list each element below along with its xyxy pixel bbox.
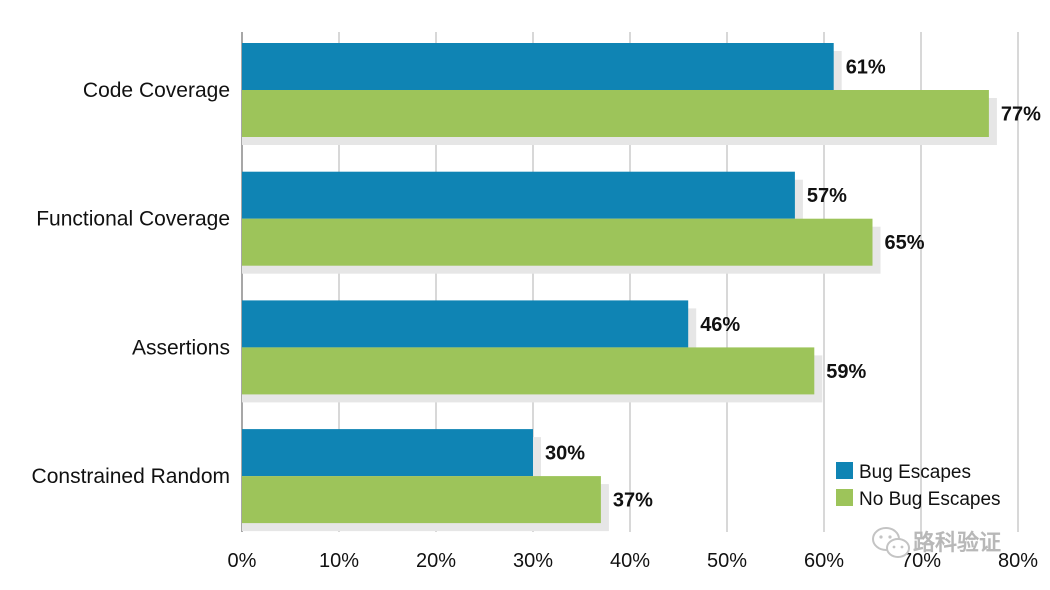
x-tick-label-80: 80% <box>998 550 1038 572</box>
bar-functional-coverage-bug-escapes <box>242 171 795 219</box>
x-tick-label-10: 10% <box>319 550 359 572</box>
wechat-icon <box>872 527 910 558</box>
watermark-text: 路科验证 <box>913 530 1001 555</box>
category-labels: Code Coverage Functional Coverage Assertio… <box>32 79 230 488</box>
x-tick-label-20: 20% <box>416 550 456 572</box>
category-label-constrained-random: Constrained Random <box>32 465 230 488</box>
x-tick-label-70: 70% <box>901 550 941 572</box>
legend: Bug Escapes No Bug Escapes <box>836 462 1001 510</box>
x-tick-label-60: 60% <box>804 550 844 572</box>
watermark: 路科验证 <box>872 527 1001 558</box>
x-tick-label-40: 40% <box>610 550 650 572</box>
data-label-code-coverage-bug-escapes: 61% <box>846 57 886 79</box>
category-label-functional-coverage: Functional Coverage <box>36 208 230 231</box>
bar-functional-coverage-no-bug-escapes <box>242 218 873 266</box>
data-label-constrained-random-bug-escapes: 30% <box>545 443 585 465</box>
bar-assertions-no-bug-escapes <box>242 347 815 395</box>
x-tick-labels: 0% 10% 20% 30% 40% 50% 60% 70% 80% <box>228 550 1039 572</box>
x-tick-label-50: 50% <box>707 550 747 572</box>
data-label-functional-coverage-no-bug-escapes: 65% <box>885 232 925 254</box>
data-label-code-coverage-no-bug-escapes: 77% <box>1001 104 1041 126</box>
category-label-code-coverage: Code Coverage <box>83 79 230 102</box>
bar-code-coverage-no-bug-escapes <box>242 90 989 137</box>
x-tick-label-0: 0% <box>228 550 257 572</box>
data-label-assertions-no-bug-escapes: 59% <box>826 361 866 383</box>
bar-constrained-random-no-bug-escapes <box>242 476 601 524</box>
data-label-assertions-bug-escapes: 46% <box>700 314 740 336</box>
legend-label-bug-escapes: Bug Escapes <box>859 462 971 483</box>
data-labels: 61% 77% 57% 65% 46% 59% 30% 37% <box>545 57 1041 512</box>
bar-code-coverage-bug-escapes <box>242 43 834 90</box>
legend-swatch-no-bug-escapes <box>836 489 853 506</box>
legend-label-no-bug-escapes: No Bug Escapes <box>859 489 1001 510</box>
x-tick-label-30: 30% <box>513 550 553 572</box>
category-label-assertions: Assertions <box>132 336 230 359</box>
data-label-functional-coverage-bug-escapes: 57% <box>807 185 847 207</box>
data-label-constrained-random-no-bug-escapes: 37% <box>613 490 653 512</box>
bars <box>242 43 989 524</box>
legend-swatch-bug-escapes <box>836 462 853 479</box>
bar-constrained-random-bug-escapes <box>242 429 533 477</box>
bar-assertions-bug-escapes <box>242 300 689 348</box>
